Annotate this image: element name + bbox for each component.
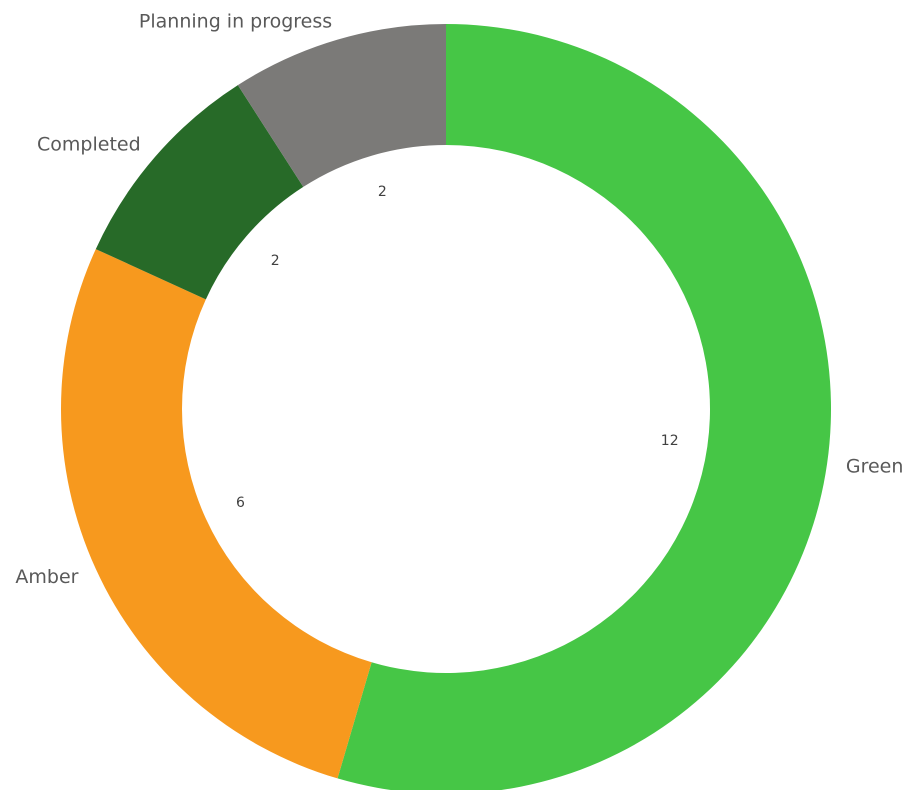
- slices-layer: [60, 24, 832, 794]
- category-label-amber: Amber: [15, 566, 78, 588]
- slice-green[interactable]: [337, 24, 832, 794]
- slice-planning-in-progress[interactable]: [237, 24, 446, 187]
- slice-completed[interactable]: [95, 85, 304, 300]
- value-label-green: 12: [661, 433, 679, 449]
- slice-amber[interactable]: [60, 249, 372, 779]
- labels-layer: 12 Green 6 Amber 2 Completed 2 Planning in prog…: [15, 10, 903, 587]
- category-label-completed: Completed: [37, 133, 141, 155]
- category-label-planning-in-progress: Planning in progress: [139, 10, 332, 32]
- value-label-planning-in-progress: 2: [378, 184, 387, 200]
- value-label-amber: 6: [236, 495, 245, 511]
- category-label-green: Green: [846, 455, 904, 477]
- value-label-completed: 2: [271, 253, 280, 269]
